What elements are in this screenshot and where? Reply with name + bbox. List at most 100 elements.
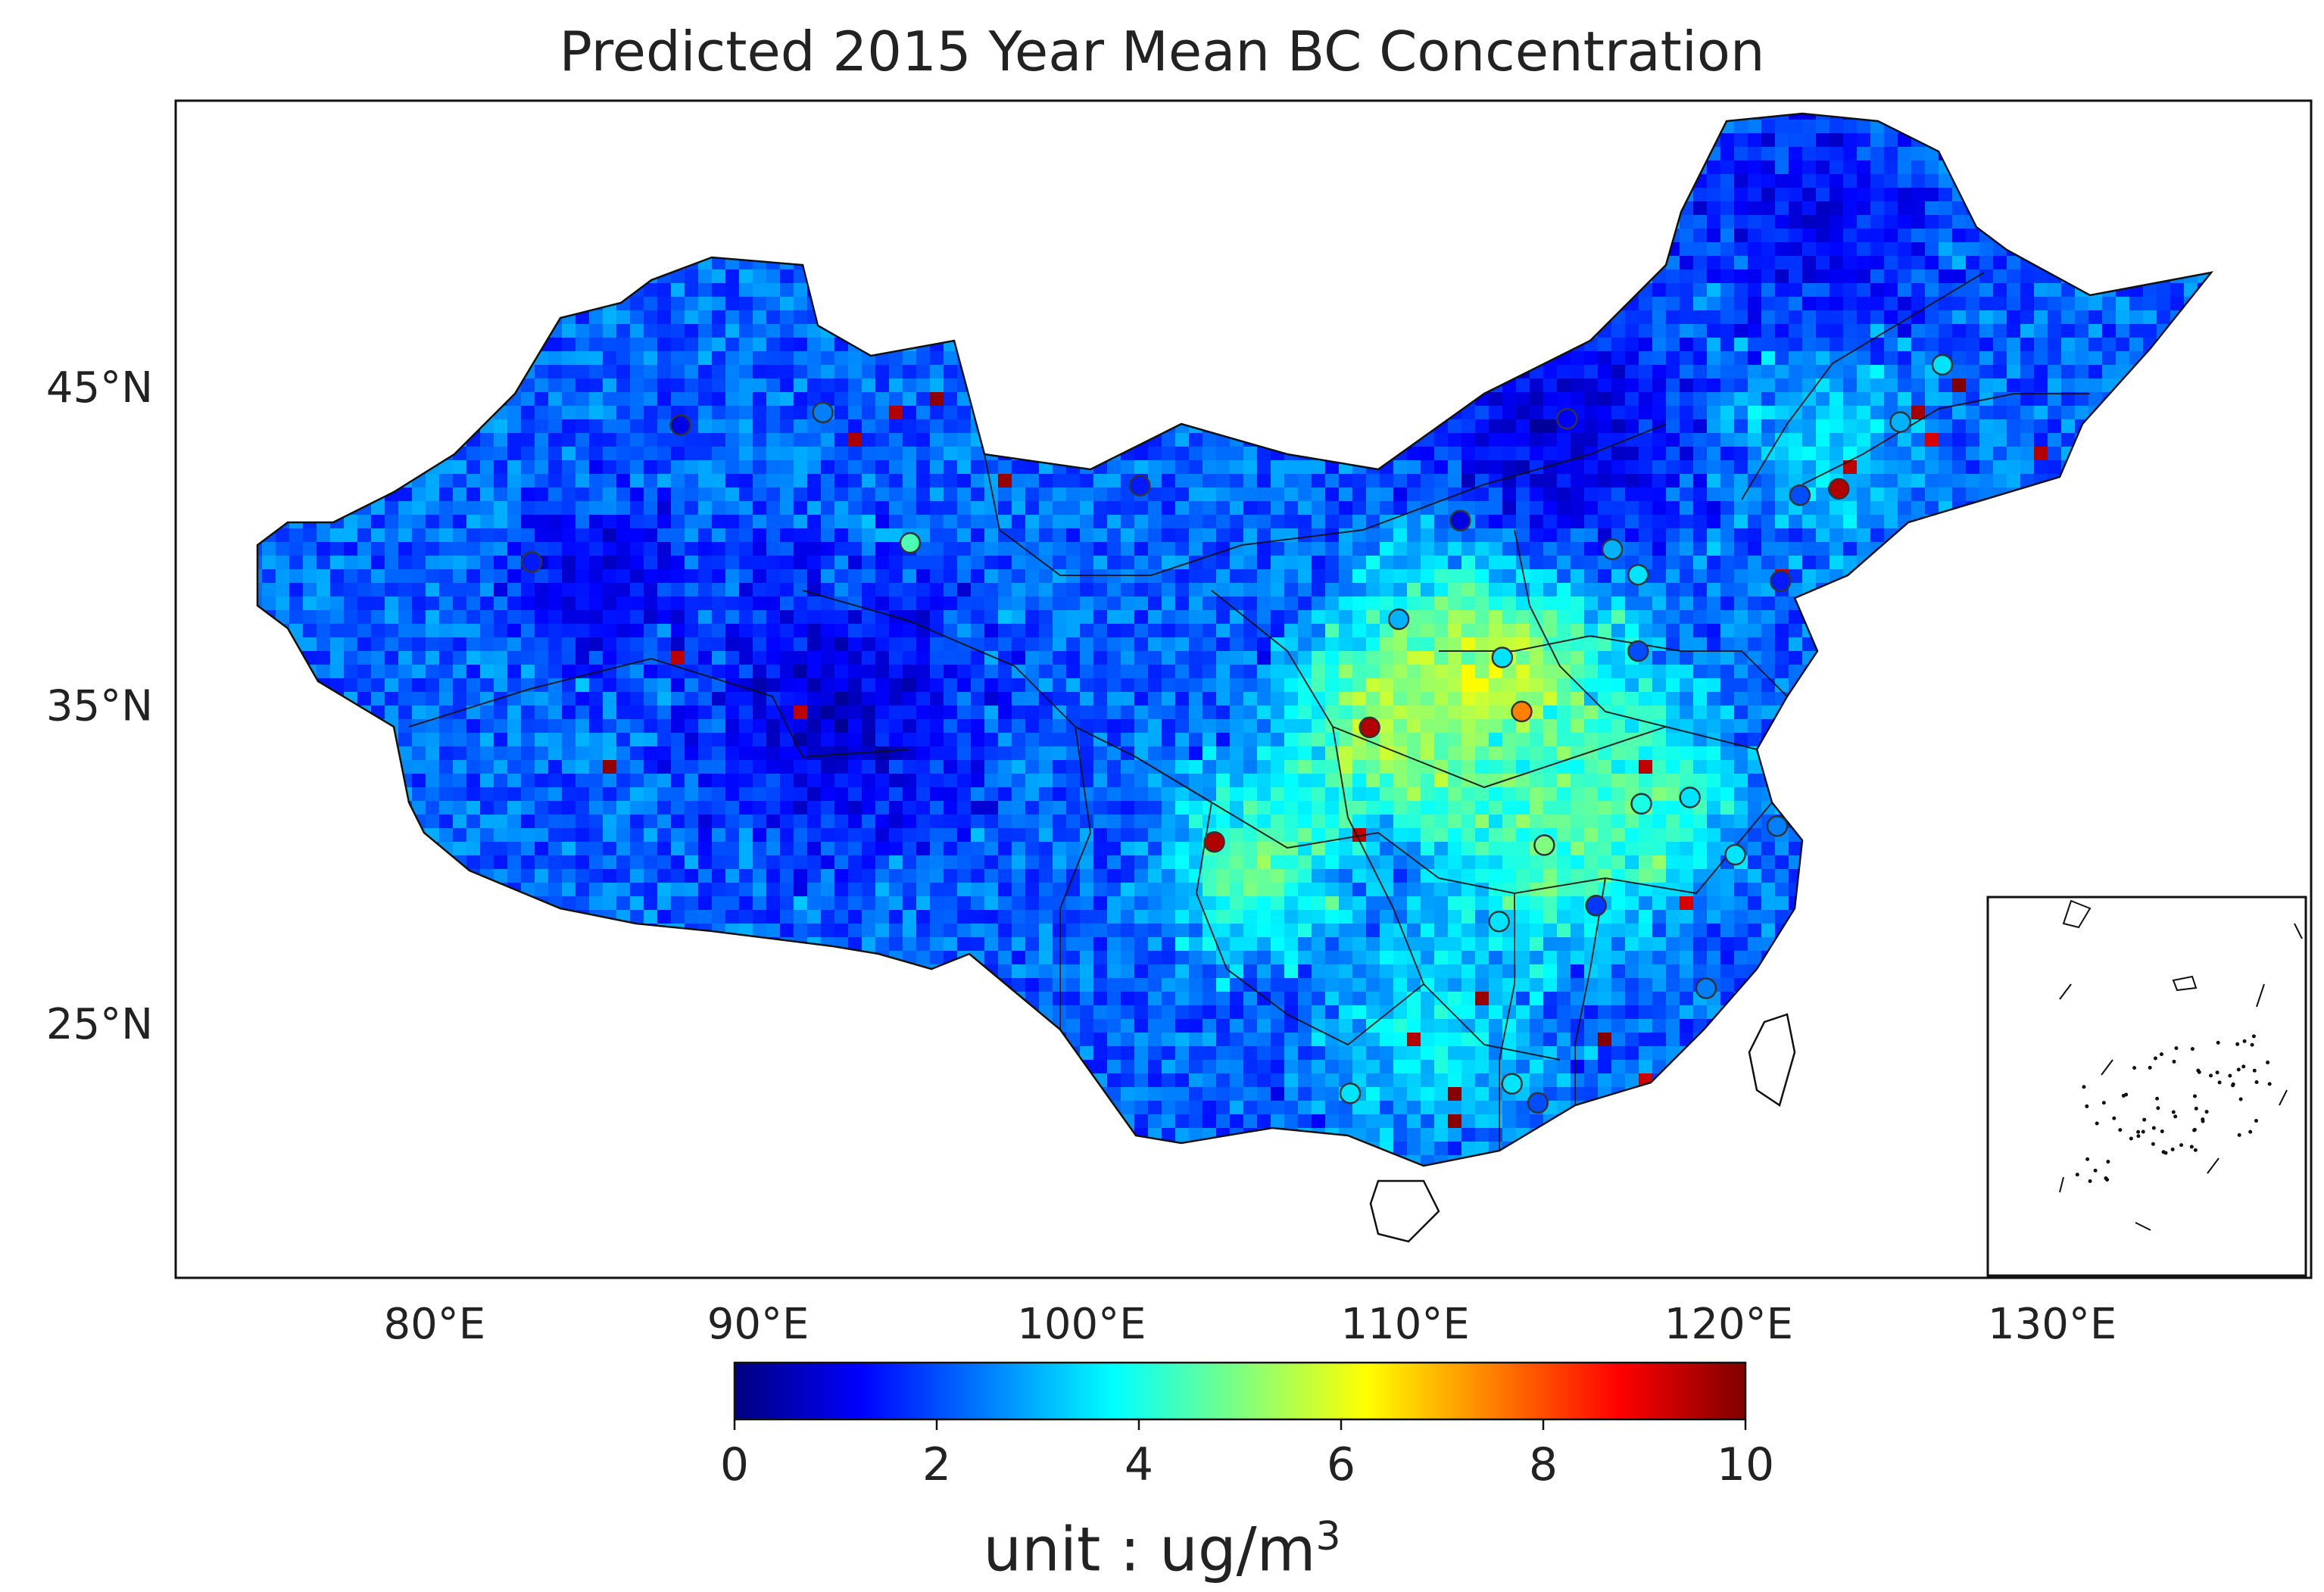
heatmap-cell [357,528,372,543]
heatmap-cell [426,528,440,543]
heatmap-cell [1530,392,1544,407]
heatmap-cell [1748,406,1762,420]
heatmap-cell [1693,419,1708,434]
heatmap-cell [739,515,753,529]
heatmap-cell [1448,433,1462,447]
heatmap-cell [1761,297,1776,311]
heatmap-cell [1775,542,1789,556]
heatmap-cell [1720,365,1735,379]
heatmap-cell [1312,542,1326,556]
heatmap-cell [1298,528,1312,543]
heatmap-cell [712,406,726,420]
heatmap-cell [1884,229,1898,243]
heatmap-cell [548,351,563,366]
heatmap-cell [1707,433,1721,447]
heatmap-cell [548,542,563,556]
heatmap-cell [1748,447,1762,461]
heatmap-cell [1148,528,1162,543]
heatmap-cell [1911,447,1926,461]
heatmap-cell [889,515,903,529]
heatmap-cell [1870,419,1885,434]
heatmap-cell [903,556,917,570]
heatmap-cell [1461,419,1476,434]
heatmap-cell [1843,120,1858,134]
heatmap-cell [1243,488,1258,502]
heatmap-cell [780,269,794,284]
heatmap-cell [1107,474,1121,488]
heatmap-cell [1680,242,1694,257]
heatmap-cell [1884,338,1898,352]
heatmap-cell [1939,269,1953,284]
heatmap-cell [576,351,590,366]
heatmap-cell [1843,160,1858,175]
heatmap-cell [1693,460,1708,475]
heatmap-cell [712,392,726,407]
heatmap-cell [1557,474,1571,488]
heatmap-cell [2020,324,2035,338]
heatmap-cell [1203,528,1217,543]
heatmap-cell [507,433,522,447]
heatmap-cell [1748,201,1762,216]
heatmap-cell [535,528,549,543]
heatmap-cell [1979,419,1994,434]
heatmap-cell [780,515,794,529]
heatmap-cell [616,324,631,338]
heatmap-cell [957,460,972,475]
heatmap-cell [1734,188,1748,202]
heatmap-cell [780,433,794,447]
heatmap-cell [1802,310,1817,325]
heatmap-cell [780,283,794,298]
heatmap-cell [616,515,631,529]
heatmap-cell [1979,379,1994,393]
heatmap-cell [1039,528,1053,543]
heatmap-cell [1216,488,1231,502]
heatmap-cell [1925,338,1939,352]
heatmap-cell [398,528,413,543]
heatmap-cell [385,542,399,556]
heatmap-cell [957,501,972,516]
heatmap-cell [1175,460,1190,475]
heatmap-cell [712,556,726,570]
heatmap-cell [644,351,658,366]
heatmap-cell [1080,515,1094,529]
heatmap-cell [2007,351,2021,366]
heatmap-cell [1257,501,1271,516]
heatmap-cell [1039,488,1053,502]
heatmap-cell [1434,488,1449,502]
heatmap-cell [1611,365,1626,379]
heatmap-cell [630,365,644,379]
heatmap-cell [1707,283,1721,298]
heatmap-cell [1898,392,1912,407]
heatmap-cell [1652,528,1667,543]
heatmap-cell [1925,392,1939,407]
heatmap-cell [1734,229,1748,243]
heatmap-cell [1870,147,1885,161]
heatmap-cell [1093,542,1108,556]
heatmap-cell [1775,160,1789,175]
heatmap-cell [794,542,808,556]
heatmap-cell [1952,283,1967,298]
heatmap-cell [1571,392,1585,407]
heatmap-cell [1625,324,1639,338]
heatmap-cell [1448,419,1462,434]
heatmap-cell [807,474,822,488]
heatmap-cell [1148,488,1162,502]
heatmap-cell [494,419,508,434]
heatmap-cell [753,515,767,529]
heatmap-cell [671,556,685,570]
heatmap-cell [1993,310,2007,325]
heatmap-cell [1284,556,1299,570]
heatmap-cell [698,501,713,516]
heatmap-cell [1775,174,1789,188]
heatmap-cell [1761,160,1776,175]
heatmap-cell [780,338,794,352]
heatmap-cell [1475,542,1490,556]
heatmap-cell [739,283,753,298]
heatmap-cell [1939,188,1953,202]
heatmap-cell [1584,515,1599,529]
heatmap-cell [1843,338,1858,352]
heatmap-cell [930,488,944,502]
heatmap-cell [739,392,753,407]
heatmap-cell [1693,365,1708,379]
heatmap-cell [480,515,494,529]
